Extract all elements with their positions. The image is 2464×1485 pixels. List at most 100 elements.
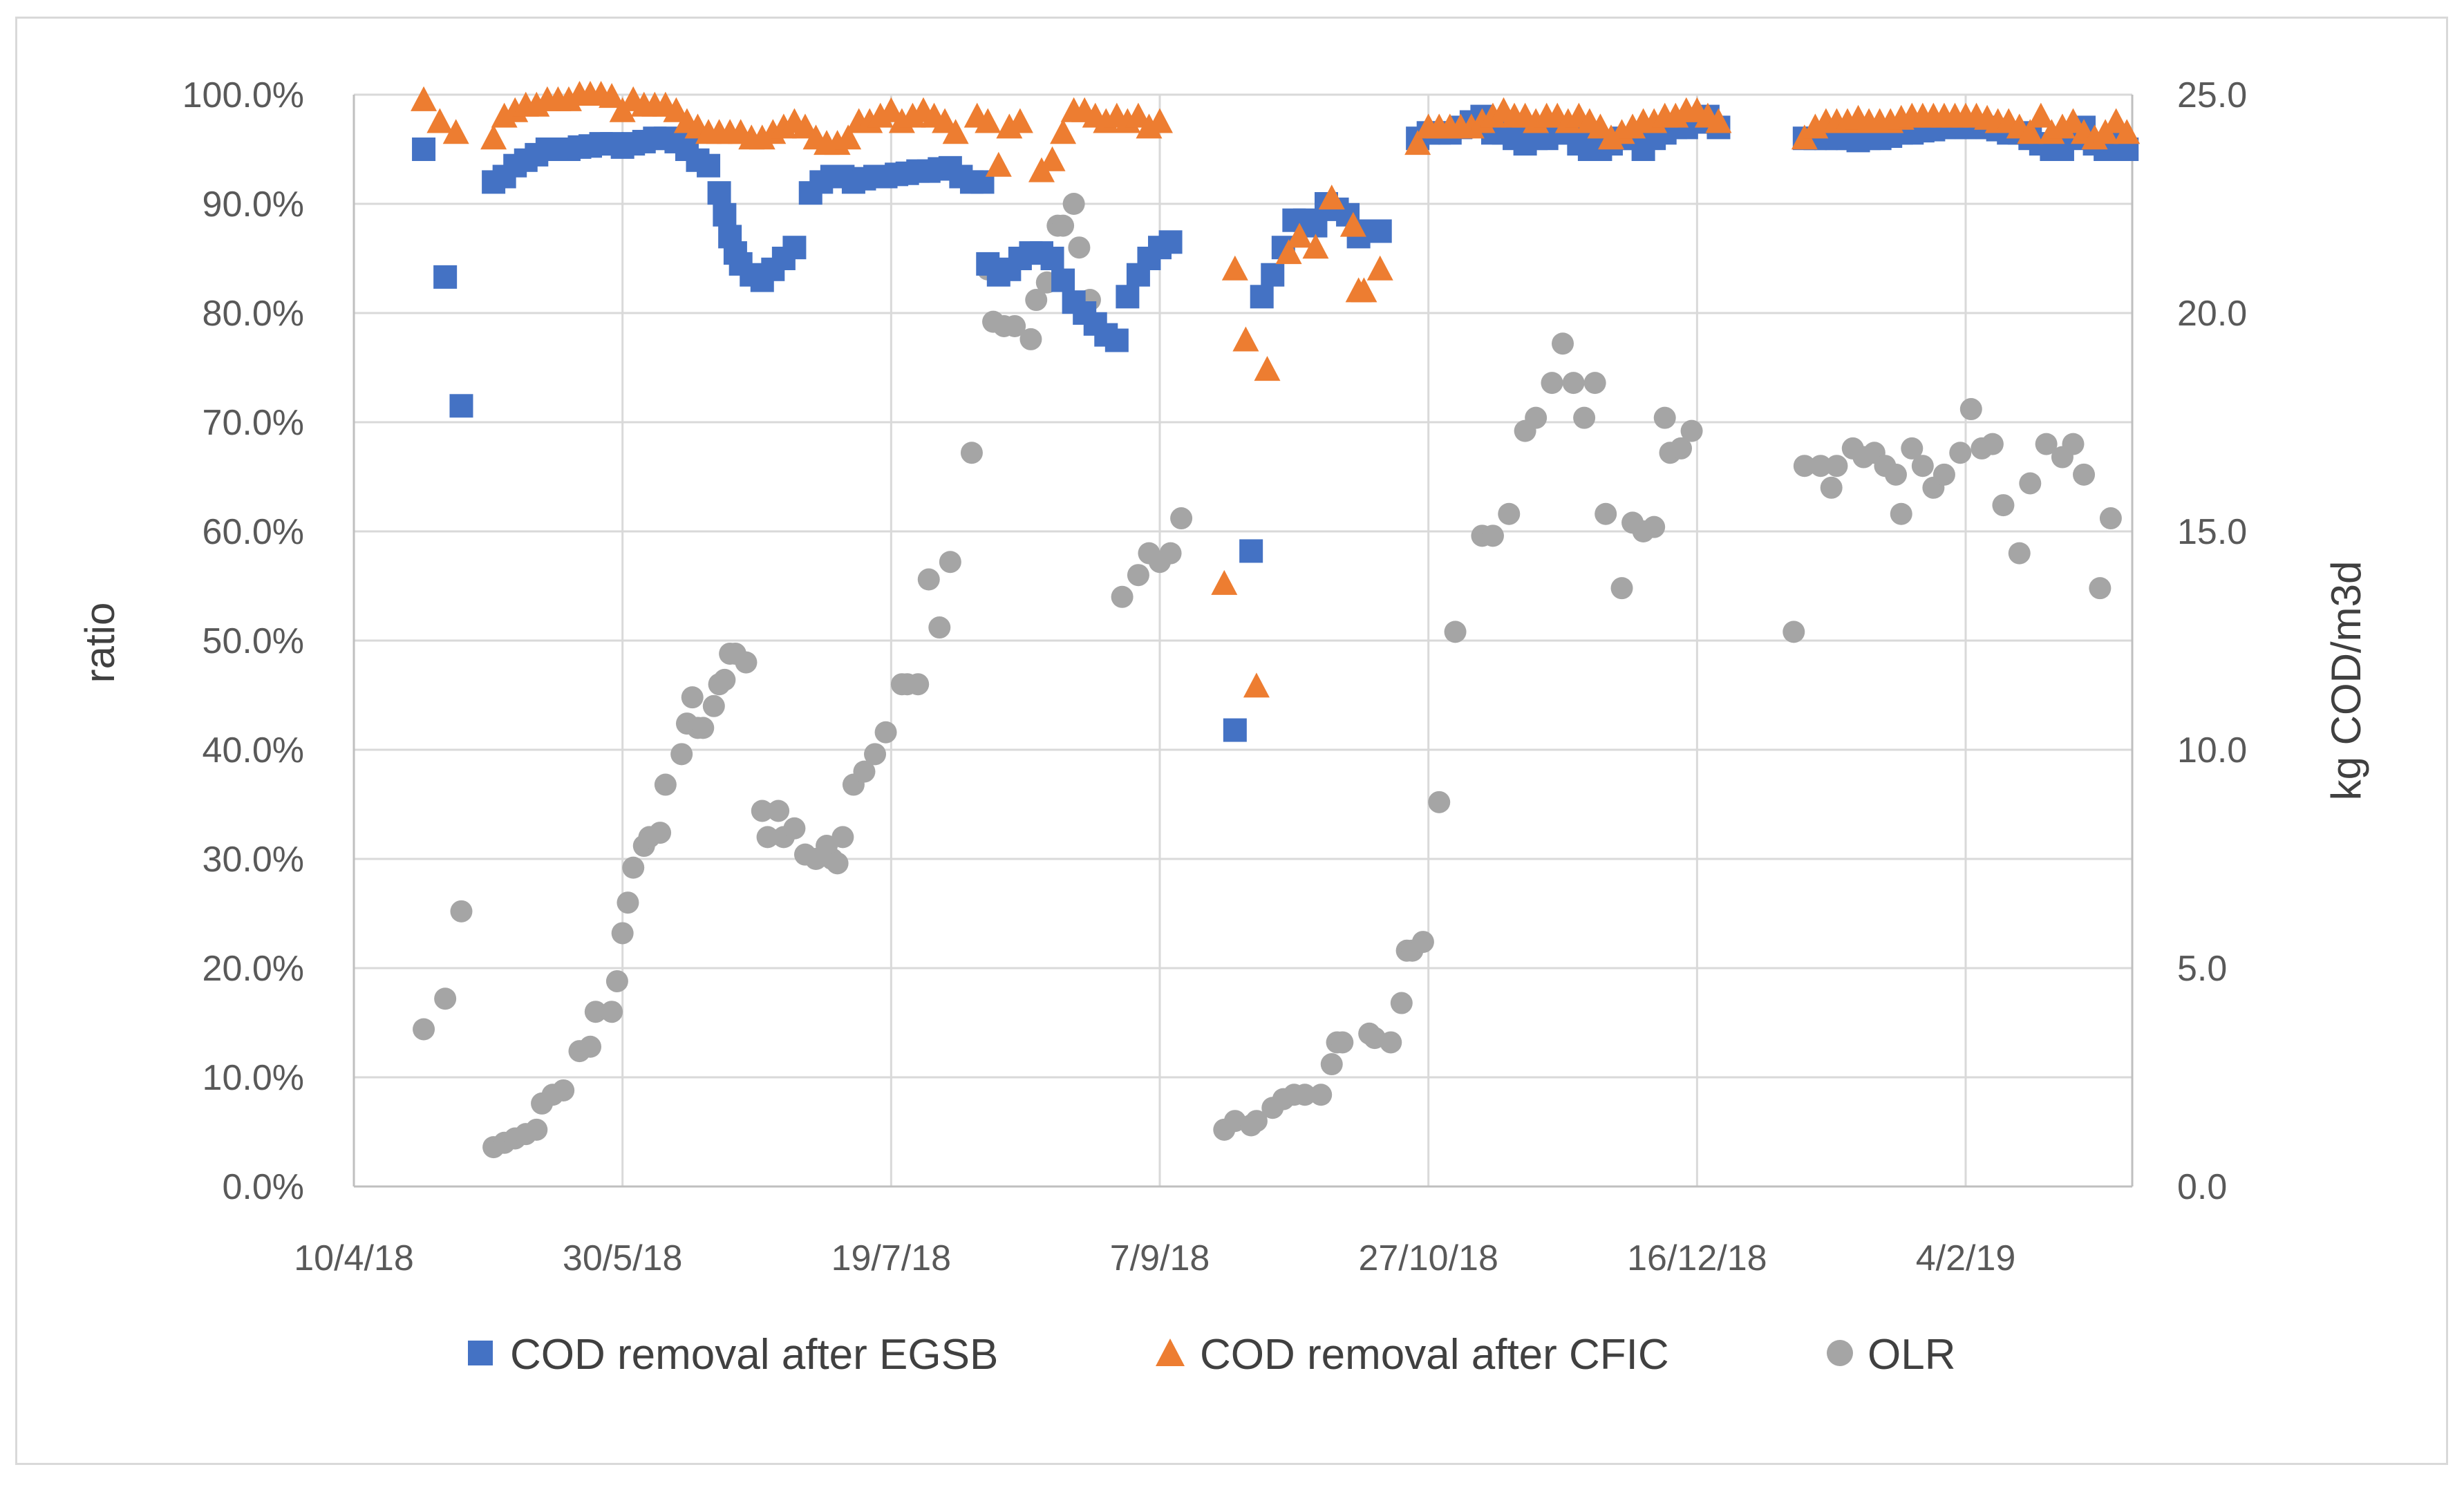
cfic-point (1404, 130, 1431, 155)
y-axis-title: ratio (77, 603, 123, 683)
olr-point (622, 856, 645, 879)
cfic-point (1705, 108, 1732, 133)
y-tick-label: 40.0% (203, 730, 304, 770)
cfic-point (942, 119, 969, 144)
olr-point (702, 694, 725, 717)
olr-point (1170, 507, 1193, 530)
legend-item-cfic: COD removal after CFIC (1156, 1331, 1669, 1379)
olr-point (1127, 564, 1149, 587)
olr-point (450, 900, 473, 923)
olr-point (1783, 621, 1805, 643)
y-tick-label: 30.0% (203, 840, 304, 880)
olr-point (649, 822, 672, 844)
olr-point (1653, 406, 1676, 429)
olr-point (1062, 193, 1085, 215)
legend-label-egsb: COD removal after EGSB (510, 1331, 998, 1379)
olr-point (826, 852, 849, 875)
cfic-point (1318, 185, 1345, 210)
cfic-point (1302, 234, 1329, 259)
y-tick-label: 70.0% (203, 403, 304, 443)
olr-point (751, 800, 773, 822)
olr-point (2008, 542, 2031, 565)
cfic-point (480, 124, 507, 150)
legend-circle-marker (1827, 1340, 1853, 1366)
olr-point (1111, 585, 1134, 608)
olr-point (1541, 372, 1563, 395)
x-tick-label: 19/7/18 (831, 1238, 952, 1278)
olr-point (552, 1079, 575, 1101)
olr-point (1890, 502, 1912, 525)
cfic-point (1351, 277, 1377, 303)
cfic-point (411, 86, 438, 111)
gridlines (354, 93, 2132, 1186)
y2-tick-label: 10.0 (2177, 730, 2247, 770)
olr-point (1595, 502, 1617, 525)
series-circle (413, 193, 2122, 1159)
x-tick-label: 30/5/18 (563, 1238, 683, 1278)
olr-point (1981, 433, 2004, 455)
egsb-point (433, 265, 458, 289)
olr-point (1992, 494, 2015, 517)
legend-item-olr: OLR (1827, 1331, 1955, 1379)
egsb-point (697, 153, 721, 178)
olr-point (1562, 372, 1585, 395)
olr-point (413, 1018, 435, 1041)
series-triangle (411, 81, 2141, 698)
x-tick-label: 16/12/18 (1627, 1238, 1767, 1278)
cfic-point (1232, 326, 1259, 352)
y-tick-label: 90.0% (203, 185, 304, 225)
olr-point (1310, 1084, 1333, 1106)
cfic-point (985, 151, 1012, 177)
cfic-point (791, 113, 818, 139)
olr-point (960, 442, 983, 464)
series-square (412, 104, 2139, 742)
egsb-point (449, 394, 473, 418)
cfic-point (1039, 146, 1066, 171)
olr-point (1793, 455, 1816, 477)
olr-point (1245, 1110, 1268, 1133)
olr-point (1498, 502, 1521, 525)
olr-point (434, 987, 457, 1010)
egsb-point (1368, 219, 1392, 243)
olr-point (767, 800, 790, 822)
cfic-point (426, 108, 453, 133)
olr-point (681, 686, 704, 709)
x-tick-label: 27/10/18 (1358, 1238, 1498, 1278)
olr-point (874, 721, 897, 744)
legend-item-egsb: COD removal after EGSB (468, 1331, 998, 1379)
cfic-point (663, 97, 690, 122)
y2-tick-label: 20.0 (2177, 294, 2247, 334)
cfic-point (1366, 255, 1393, 281)
olr-point (928, 616, 951, 639)
olr-point (1901, 437, 1924, 460)
olr-point (2062, 433, 2085, 455)
olr-point (611, 922, 634, 945)
legend-label-olr: OLR (1868, 1331, 1955, 1379)
olr-point (1643, 516, 1666, 538)
cfic-point (1147, 108, 1174, 133)
y2-tick-label: 0.0 (2177, 1167, 2227, 1207)
egsb-point (782, 236, 807, 260)
legend-triangle-marker (1156, 1339, 1185, 1366)
olr-point (907, 673, 930, 696)
egsb-point (1261, 263, 1285, 287)
olr-point (654, 773, 677, 796)
olr-point (1809, 455, 1832, 477)
cfic-point (1254, 356, 1281, 381)
olr-point (2099, 507, 2122, 530)
olr-point (1583, 372, 1606, 395)
cfic-point (932, 108, 959, 133)
egsb-point (707, 181, 731, 205)
olr-point (1390, 992, 1413, 1014)
olr-point (1331, 1031, 1354, 1054)
x-tick-label: 7/9/18 (1110, 1238, 1210, 1278)
olr-point (939, 551, 961, 574)
y-tick-label: 10.0% (203, 1058, 304, 1098)
olr-point (1573, 406, 1596, 429)
olr-point (1911, 455, 1934, 477)
olr-point (617, 891, 639, 914)
olr-point (584, 1001, 607, 1023)
y-tick-label: 20.0% (203, 949, 304, 989)
olr-point (1610, 577, 1633, 600)
cfic-point (1243, 672, 1270, 698)
